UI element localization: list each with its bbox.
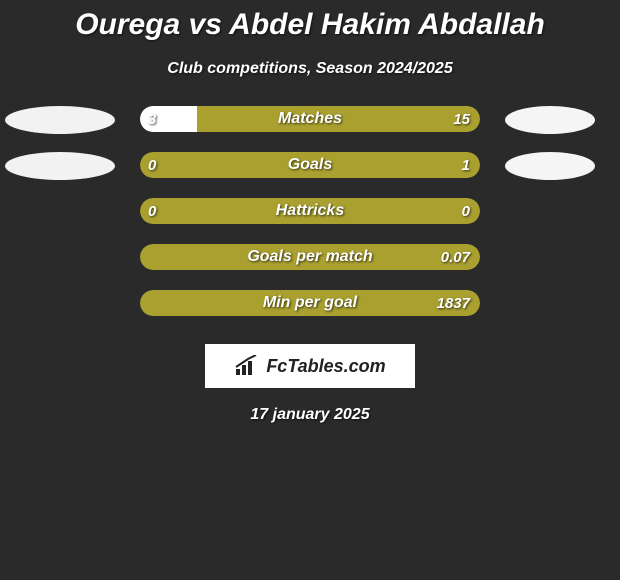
metric-label: Goals: [140, 152, 480, 178]
metric-bar: Hattricks: [140, 198, 480, 224]
metric-bar: Min per goal: [140, 290, 480, 316]
metric-value-right: 1: [462, 152, 470, 178]
metric-label: Goals per match: [140, 244, 480, 270]
metric-label: Min per goal: [140, 290, 480, 316]
metric-value-right: 15: [453, 106, 470, 132]
metric-row: Goals 0 1: [0, 152, 620, 178]
metric-row: Matches 3 15: [0, 106, 620, 132]
footer-logo-text: FcTables.com: [266, 356, 385, 377]
player2-badge-icon: [505, 152, 595, 180]
player1-badge-icon: [5, 152, 115, 180]
metric-value-left: 0: [148, 152, 156, 178]
metric-value-right: 0.07: [441, 244, 470, 270]
metric-row: Min per goal 1837: [0, 290, 620, 316]
metric-row: Goals per match 0.07: [0, 244, 620, 270]
chart-icon: [234, 355, 260, 377]
metric-value-right: 1837: [437, 290, 470, 316]
metric-label: Hattricks: [140, 198, 480, 224]
metric-value-left: 3: [148, 106, 156, 132]
metric-bar: Goals: [140, 152, 480, 178]
player2-badge-icon: [505, 106, 595, 134]
metric-value-left: 0: [148, 198, 156, 224]
footer-logo: FcTables.com: [205, 344, 415, 388]
metric-label: Matches: [140, 106, 480, 132]
metrics-list: Matches 3 15 Goals 0 1 Hattricks 0 0 Goa…: [0, 106, 620, 316]
date-label: 17 january 2025: [0, 406, 620, 424]
player1-badge-icon: [5, 106, 115, 134]
page-title: Ourega vs Abdel Hakim Abdallah: [0, 0, 620, 42]
metric-value-right: 0: [462, 198, 470, 224]
metric-row: Hattricks 0 0: [0, 198, 620, 224]
metric-bar: Goals per match: [140, 244, 480, 270]
metric-bar: Matches: [140, 106, 480, 132]
subtitle: Club competitions, Season 2024/2025: [0, 60, 620, 78]
